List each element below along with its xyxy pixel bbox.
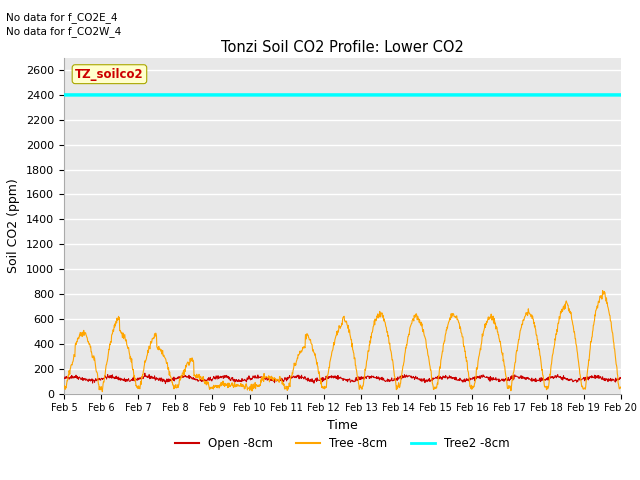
Legend: Open -8cm, Tree -8cm, Tree2 -8cm: Open -8cm, Tree -8cm, Tree2 -8cm [170, 432, 515, 455]
Text: TZ_soilco2: TZ_soilco2 [75, 68, 144, 81]
Text: No data for f_CO2W_4: No data for f_CO2W_4 [6, 26, 122, 37]
Y-axis label: Soil CO2 (ppm): Soil CO2 (ppm) [8, 178, 20, 273]
Text: No data for f_CO2E_4: No data for f_CO2E_4 [6, 12, 118, 23]
X-axis label: Time: Time [327, 419, 358, 432]
Title: Tonzi Soil CO2 Profile: Lower CO2: Tonzi Soil CO2 Profile: Lower CO2 [221, 40, 464, 55]
